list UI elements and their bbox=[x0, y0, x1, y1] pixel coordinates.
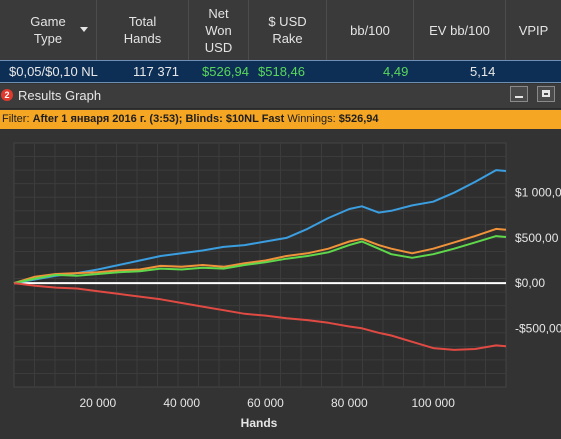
cell-net-won: $526,94 bbox=[202, 64, 249, 79]
series-lines bbox=[13, 169, 507, 351]
filter-criteria: After 1 января 2016 г. (3:53); Blinds: $… bbox=[32, 113, 285, 125]
x-tick-label: 60 000 bbox=[247, 396, 284, 410]
y-tick-label: -$500,00 bbox=[515, 321, 561, 335]
maximize-button[interactable] bbox=[537, 86, 555, 102]
series-line-3 bbox=[13, 235, 507, 285]
x-tick-label: 20 000 bbox=[79, 396, 116, 410]
column-header-bb100[interactable]: bb/100 bbox=[327, 0, 414, 60]
x-tick-label: 80 000 bbox=[331, 396, 368, 410]
filter-bar: Filter: After 1 января 2016 г. (3:53); B… bbox=[0, 110, 561, 129]
cell-total-hands: 117 371 bbox=[133, 64, 180, 79]
y-tick-label: $0,00 bbox=[515, 276, 545, 290]
column-header-bar: Game Type Total Hands Net Won USD $ USD … bbox=[0, 0, 561, 60]
table-row[interactable]: $0,05/$0,10 NL 117 371 $526,94 $518,46 4… bbox=[0, 60, 561, 83]
series-line-4 bbox=[13, 282, 507, 351]
y-tick-label: $1 000,00 bbox=[515, 186, 561, 200]
x-tick-label: 100 000 bbox=[411, 396, 455, 410]
winnings-value: $526,94 bbox=[338, 113, 379, 125]
column-header-net-won[interactable]: Net Won USD bbox=[189, 0, 249, 60]
sort-dropdown-icon[interactable] bbox=[80, 27, 88, 32]
series-line-1 bbox=[13, 169, 507, 285]
column-header-vpip[interactable]: VPIP bbox=[518, 22, 549, 38]
results-chart: 20 000 40 000 60 000 80 000 100 000 -$500,00… bbox=[13, 142, 561, 430]
cell-game-type: $0,05/$0,10 NL bbox=[9, 64, 98, 79]
x-axis-label: Hands bbox=[241, 416, 278, 430]
column-header-rake[interactable]: $ USD Rake bbox=[249, 0, 327, 60]
cell-bb100: 4,49 bbox=[383, 64, 409, 79]
window-number-badge: 2 bbox=[1, 89, 13, 101]
x-tick-label: 40 000 bbox=[163, 396, 200, 410]
column-header-game-type[interactable]: Game Type bbox=[0, 0, 97, 60]
column-header-total-hands[interactable]: Total Hands bbox=[97, 0, 189, 60]
minimize-button[interactable] bbox=[510, 86, 528, 102]
y-tick-label: $500,00 bbox=[515, 231, 559, 245]
cell-rake: $518,46 bbox=[258, 64, 305, 79]
maximize-icon bbox=[542, 90, 550, 97]
filter-prefix: Filter: bbox=[2, 113, 30, 125]
y-axis-ticks: -$500,00 $0,00 $500,00 $1 000,00 bbox=[515, 186, 561, 336]
grid-lines bbox=[14, 143, 506, 387]
window-title: Results Graph bbox=[18, 88, 102, 103]
series-line-2 bbox=[13, 227, 507, 285]
winnings-label: Winnings: bbox=[287, 113, 336, 125]
cell-ev-bb100: 5,14 bbox=[470, 64, 496, 79]
x-axis-ticks: 20 000 40 000 60 000 80 000 100 000 bbox=[79, 396, 455, 410]
results-graph-titlebar[interactable] bbox=[0, 84, 561, 109]
minimize-icon bbox=[515, 96, 523, 98]
column-header-ev-bb100[interactable]: EV bb/100 bbox=[414, 0, 506, 60]
